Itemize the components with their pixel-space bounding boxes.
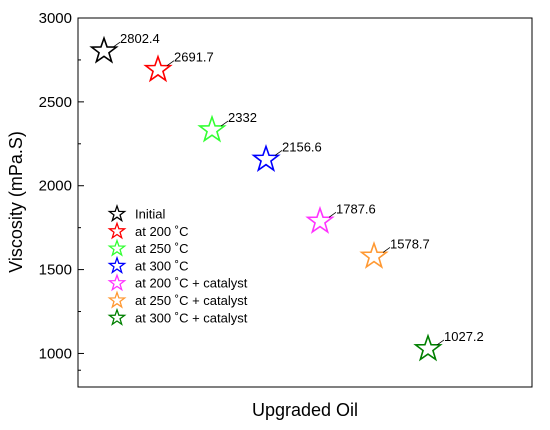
legend-marker [107, 221, 127, 240]
y-tick-label: 3000 [39, 10, 72, 27]
data-point-star [413, 333, 443, 362]
legend-label: at 250 ˚C [135, 241, 188, 256]
data-label: 1787.6 [336, 201, 376, 216]
y-tick-label: 2000 [39, 178, 72, 195]
legend-marker [107, 290, 127, 309]
y-axis-title: Viscosity (mPa.S) [6, 131, 26, 273]
data-label-leader [112, 41, 121, 48]
legend-marker [107, 255, 127, 274]
y-tick-label: 2500 [39, 94, 72, 111]
data-label-leader [274, 150, 283, 156]
legend-label: at 200 ˚C + catalyst [135, 276, 248, 291]
data-label: 1578.7 [390, 236, 430, 251]
legend-marker [107, 307, 127, 326]
x-axis-title: Upgraded Oil [252, 400, 358, 420]
data-point-star [251, 144, 281, 172]
y-axis: 1000 1500 2000 2500 3000 [39, 10, 84, 371]
data-label-leader [220, 120, 229, 127]
data-label: 2332 [228, 110, 257, 125]
legend-marker [107, 273, 127, 292]
data-label-leader [436, 339, 445, 346]
legend-label: at 250 ˚C + catalyst [135, 293, 248, 308]
data-point-star [143, 54, 173, 83]
legend-label: at 200 ˚C [135, 224, 188, 239]
legend: Initial at 200 ˚C at 250 ˚C at 300 ˚C at 200… [107, 204, 248, 326]
data-label: 1027.2 [444, 329, 484, 344]
y-tick-label: 1000 [39, 345, 72, 362]
legend-label: Initial [135, 207, 165, 222]
legend-label: at 300 ˚C + catalyst [135, 310, 248, 325]
plot-area-frame [77, 17, 533, 388]
legend-marker [107, 238, 127, 257]
data-label: 2691.7 [174, 50, 214, 65]
data-point-star [359, 240, 389, 269]
data-point-star [305, 205, 335, 234]
data-label-leader [382, 247, 391, 253]
legend-marker [107, 204, 127, 223]
data-label: 2802.4 [120, 31, 160, 46]
data-point-star [89, 35, 119, 64]
data-label-leader [328, 212, 337, 218]
y-tick-label: 1500 [39, 262, 72, 279]
data-point-star [197, 114, 227, 143]
data-label: 2156.6 [282, 139, 322, 154]
data-points: 2802.4 2691.7 2332 2156.6 1787.6 1578.7 1027.2 [89, 31, 484, 362]
data-label-leader [166, 60, 175, 67]
legend-label: at 300 ˚C [135, 258, 188, 273]
